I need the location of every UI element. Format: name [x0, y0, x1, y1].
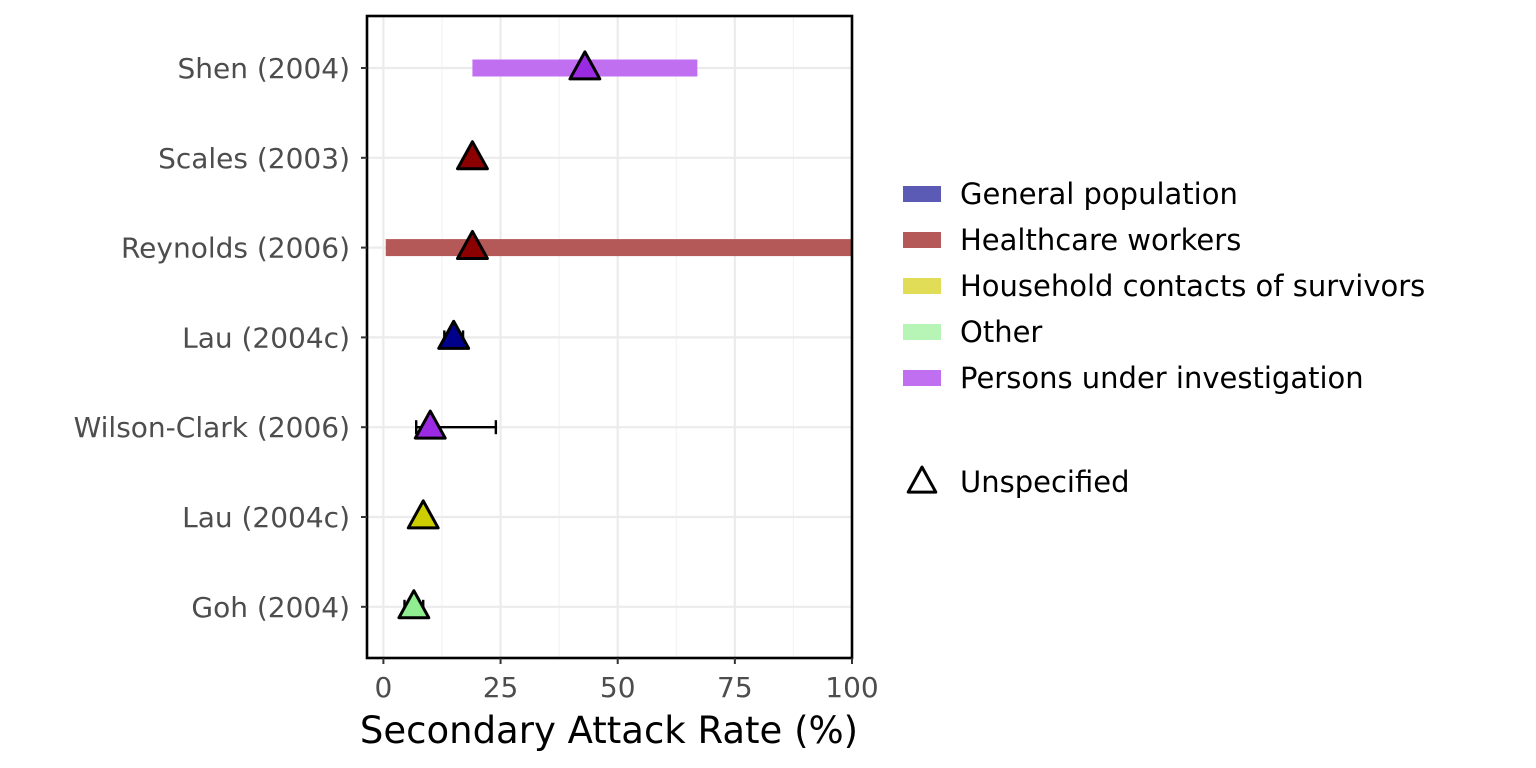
legend-swatch — [903, 232, 941, 248]
legend-shape-item: Unspecified — [906, 465, 1129, 499]
legend-item: General population — [903, 177, 1238, 211]
y-axis-ticks: Shen (2004) Scales (2003) Reynolds (2006) L… — [74, 52, 367, 624]
y-tick-label: Shen (2004) — [178, 52, 351, 85]
x-tick-label: 75 — [717, 671, 753, 704]
legend-label: Other — [960, 315, 1042, 349]
y-tick-label: Lau (2004c) — [182, 501, 350, 534]
y-tick-label: Reynolds (2006) — [121, 232, 350, 265]
point-estimate-marker — [413, 409, 447, 440]
legend-triangle-icon — [906, 465, 938, 494]
point-estimate-marker — [455, 229, 489, 261]
x-axis-ticks: 0 25 50 75 100 — [374, 658, 879, 704]
legend-label: General population — [960, 177, 1238, 211]
point-estimate-marker — [406, 499, 440, 530]
legend-swatch — [903, 186, 941, 202]
y-tick-label: Lau (2004c) — [182, 321, 350, 354]
ci-band — [385, 239, 852, 257]
x-axis-title: Secondary Attack Rate (%) — [360, 709, 858, 752]
legend: General population Healthcare workers Hous… — [903, 177, 1425, 499]
legend-label: Persons under investigation — [960, 361, 1364, 395]
point-estimate-marker — [568, 50, 602, 81]
x-tick-label: 25 — [483, 671, 519, 704]
legend-label: Household contacts of survivors — [960, 269, 1425, 303]
y-tick-label: Scales (2003) — [158, 142, 350, 175]
legend-swatch — [903, 370, 941, 386]
legend-shape-label: Unspecified — [960, 465, 1129, 499]
legend-item: Persons under investigation — [903, 361, 1364, 395]
point-estimate-marker — [437, 319, 471, 350]
point-estimate-marker — [455, 140, 489, 171]
legend-swatch — [903, 278, 941, 294]
legend-swatch — [903, 324, 941, 340]
x-tick-label: 50 — [600, 671, 636, 704]
y-tick-label: Wilson-Clark (2006) — [74, 411, 350, 444]
point-estimates — [397, 50, 602, 620]
x-tick-label: 0 — [374, 671, 392, 704]
legend-label: Healthcare workers — [960, 223, 1241, 257]
legend-item: Healthcare workers — [903, 223, 1241, 257]
point-estimate-marker — [397, 589, 431, 620]
y-tick-label: Goh (2004) — [191, 591, 350, 624]
x-tick-label: 100 — [825, 671, 878, 704]
plot-grid — [367, 16, 854, 658]
legend-item: Other — [903, 315, 1042, 349]
legend-item: Household contacts of survivors — [903, 269, 1425, 303]
